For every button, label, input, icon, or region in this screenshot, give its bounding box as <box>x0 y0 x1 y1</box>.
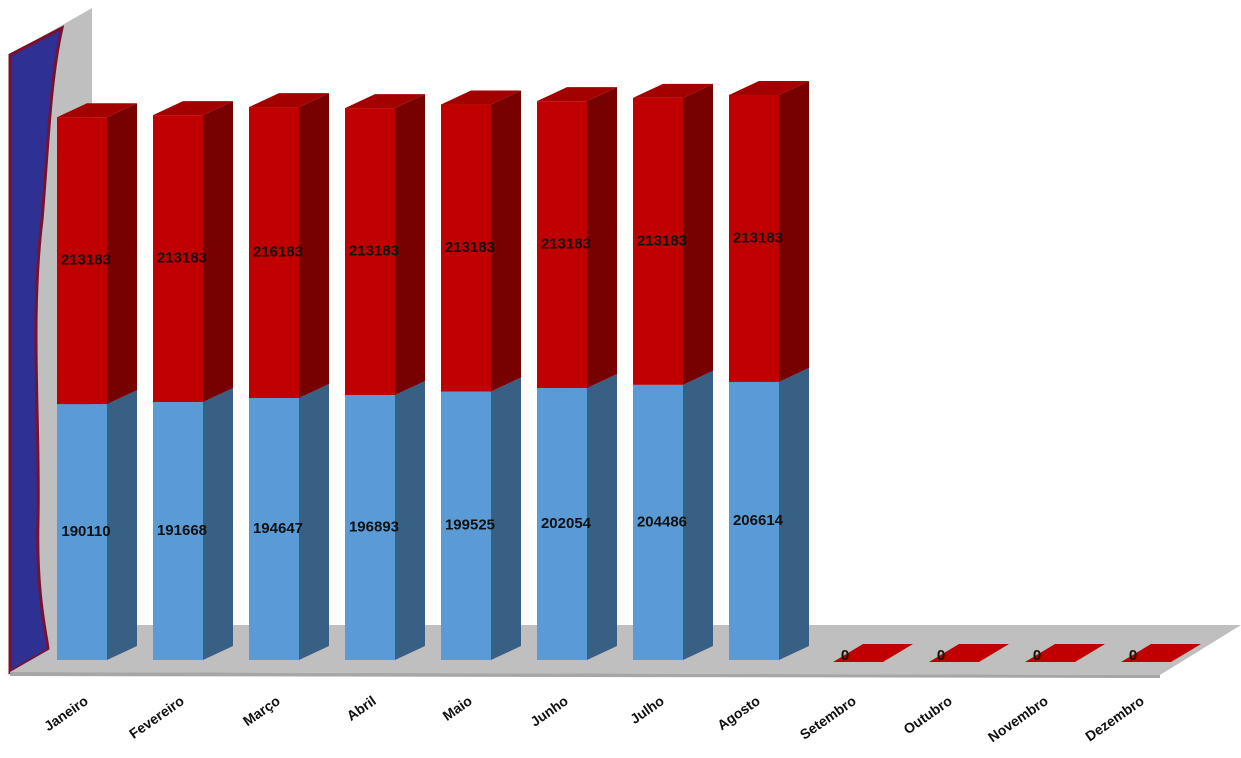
bar-side <box>107 390 137 660</box>
bar-top <box>633 83 713 98</box>
bar <box>633 83 713 385</box>
bar <box>249 384 329 660</box>
bar-top <box>441 90 521 105</box>
data-label: 196893 <box>349 518 399 535</box>
bar-flat <box>1121 644 1201 662</box>
x-tick-label: Outubro <box>900 692 954 737</box>
bar-side <box>491 377 521 660</box>
data-label: 199525 <box>445 517 495 534</box>
bar-side <box>299 93 329 399</box>
bar-side <box>203 388 233 660</box>
x-tick-label: Junho <box>527 692 571 729</box>
x-tick-label: Dezembro <box>1082 692 1147 744</box>
x-tick-label: Fevereiro <box>126 692 187 741</box>
data-label: 190110 <box>61 523 110 540</box>
bar-side <box>203 101 233 403</box>
bar-front <box>153 115 203 403</box>
bar-side <box>107 103 137 405</box>
bar <box>441 90 521 392</box>
bar-side <box>587 374 617 660</box>
bar-front <box>729 381 779 660</box>
data-label: 213183 <box>445 239 495 256</box>
bar-front <box>153 402 203 660</box>
x-tick-label: Novembro <box>985 692 1051 745</box>
bar-front <box>537 388 587 660</box>
bar-front <box>345 108 395 396</box>
bar <box>1121 644 1201 662</box>
data-label: 213183 <box>637 232 687 249</box>
bar <box>249 93 329 399</box>
bar <box>57 103 137 405</box>
bar-side <box>683 370 713 660</box>
bar <box>345 94 425 396</box>
bar-front <box>249 107 299 399</box>
bar-front <box>729 95 779 382</box>
data-label: 213183 <box>349 243 399 260</box>
bar-front <box>57 404 107 660</box>
left-wall-shape <box>8 25 65 675</box>
bar-flat <box>929 644 1009 662</box>
bar-side <box>779 367 809 660</box>
bar-top <box>57 103 137 118</box>
floor-edge <box>10 672 1160 678</box>
bar-front <box>441 391 491 660</box>
x-tick-label: Março <box>240 692 283 729</box>
data-label: 191668 <box>157 522 207 539</box>
data-label: 206614 <box>733 512 784 529</box>
bar-flat <box>833 644 913 662</box>
bar <box>537 87 617 389</box>
data-label: 0 <box>937 647 945 664</box>
bar-front <box>537 101 587 389</box>
x-tick-label: Agosto <box>714 692 763 733</box>
data-label: 0 <box>1129 647 1137 664</box>
bar <box>345 381 425 660</box>
data-label: 194647 <box>253 520 303 537</box>
bar-top <box>153 101 233 116</box>
bar-top <box>729 81 809 95</box>
bar <box>729 367 809 660</box>
bar-front <box>633 384 683 660</box>
data-label: 204486 <box>637 513 687 530</box>
bar <box>153 388 233 660</box>
bar-front <box>57 117 107 405</box>
bar-side <box>683 83 713 385</box>
bar-side <box>779 81 809 382</box>
data-label: 213183 <box>157 250 207 267</box>
data-label: 216183 <box>253 244 303 261</box>
data-label: 213183 <box>541 236 591 253</box>
data-label: 213183 <box>733 229 783 246</box>
data-label: 213183 <box>61 252 111 269</box>
bar <box>833 644 913 662</box>
bar-side <box>299 384 329 660</box>
data-label: 0 <box>1033 647 1041 664</box>
x-tick-label: Setembro <box>797 692 859 742</box>
bar-front <box>633 97 683 385</box>
bar <box>441 377 521 660</box>
bar <box>729 81 809 382</box>
bar-top <box>345 94 425 109</box>
bar-front <box>249 398 299 660</box>
bar <box>537 374 617 660</box>
bar-side <box>491 90 521 392</box>
x-tick-label: Abril <box>344 692 379 723</box>
x-tick-label: Julho <box>627 692 667 727</box>
bar <box>153 101 233 403</box>
bar-flat <box>1025 644 1105 662</box>
bar-top <box>249 93 329 108</box>
bar-top <box>537 87 617 102</box>
bar-side <box>587 87 617 389</box>
x-tick-label: Maio <box>440 692 475 723</box>
bar-side <box>395 94 425 396</box>
bar-front <box>345 395 395 660</box>
bar <box>57 390 137 660</box>
data-label: 0 <box>841 647 849 664</box>
bar <box>1025 644 1105 662</box>
bar <box>929 644 1009 662</box>
data-label: 202054 <box>541 515 592 532</box>
bar-front <box>441 104 491 392</box>
bar-side <box>395 381 425 660</box>
x-tick-label: Janeiro <box>41 692 91 734</box>
